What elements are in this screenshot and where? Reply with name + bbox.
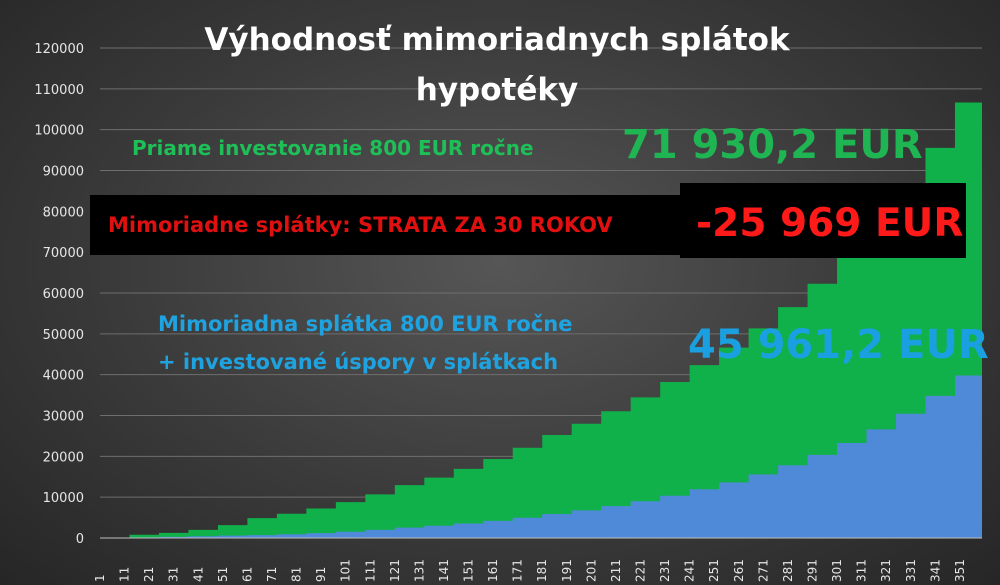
x-tick-label: 331 (904, 559, 918, 582)
x-tick-label: 301 (830, 559, 844, 582)
gridlines (100, 47, 982, 498)
x-tick-label: 341 (928, 559, 942, 582)
x-tick-label: 41 (191, 567, 205, 582)
x-tick-label: 171 (511, 559, 525, 582)
x-tick-label: 191 (560, 559, 574, 582)
y-tick-label: 10000 (43, 491, 84, 506)
x-tick-label: 181 (535, 559, 549, 582)
x-tick-label: 101 (339, 559, 353, 582)
x-tick-label: 311 (855, 559, 869, 582)
y-tick-label: 0 (76, 532, 84, 547)
x-tick-label: 91 (314, 567, 328, 582)
x-tick-label: 161 (486, 559, 500, 582)
red-banner-background (90, 195, 690, 255)
y-tick-label: 50000 (43, 328, 84, 343)
y-tick-label: 80000 (43, 205, 84, 220)
x-tick-label: 31 (167, 567, 181, 582)
x-tick-label: 281 (781, 559, 795, 582)
x-tick-label: 131 (412, 559, 426, 582)
x-tick-label: 261 (732, 559, 746, 582)
x-tick-label: 201 (584, 559, 598, 582)
x-tick-label: 351 (953, 559, 967, 582)
x-tick-label: 1 (93, 574, 107, 582)
x-tick-label: 61 (240, 567, 254, 582)
green-annotation-value: 71 930,2 EUR (622, 122, 923, 168)
x-tick-label: 231 (658, 559, 672, 582)
red-annotation-label: Mimoriadne splátky: STRATA ZA 30 ROKOV (108, 213, 613, 237)
chart-title-line2: hypotéky (416, 72, 578, 108)
x-tick-label: 51 (216, 567, 230, 582)
area-series (100, 56, 982, 539)
x-tick-label: 251 (707, 559, 721, 582)
blue-area-series (100, 354, 982, 538)
blue-annotation-label-line1: Mimoriadna splátka 800 EUR ročne (158, 312, 572, 336)
y-tick-label: 60000 (43, 287, 84, 302)
x-tick-label: 121 (388, 559, 402, 582)
chart-title-line1: Výhodnosť mimoriadnych splátok (204, 22, 791, 58)
y-tick-label: 20000 (43, 450, 84, 465)
blue-annotation-value: 45 961,2 EUR (688, 322, 989, 368)
y-tick-label: 70000 (43, 246, 84, 261)
x-tick-label: 221 (634, 559, 648, 582)
x-tick-label: 151 (462, 559, 476, 582)
x-tick-label: 111 (363, 559, 377, 582)
y-tick-label: 100000 (34, 124, 84, 139)
red-annotation-value: -25 969 EUR (696, 201, 963, 246)
x-tick-label: 241 (683, 559, 697, 582)
y-tick-label: 120000 (34, 42, 84, 57)
x-tick-label: 71 (265, 567, 279, 582)
green-area-series (100, 56, 982, 539)
y-tick-label: 30000 (43, 410, 84, 425)
y-tick-label: 40000 (43, 369, 84, 384)
x-tick-label: 21 (142, 567, 156, 582)
y-tick-label: 90000 (43, 165, 84, 180)
x-tick-label: 11 (118, 567, 132, 582)
y-axis-tick-labels: 0 10000 20000 30000 40000 50000 60000 70000 8000… (34, 42, 84, 547)
x-tick-label: 141 (437, 559, 451, 582)
green-annotation-label: Priame investovanie 800 EUR ročne (132, 136, 534, 160)
x-tick-label: 291 (805, 559, 819, 582)
x-tick-label: 81 (290, 567, 304, 582)
x-axis-tick-labels: 1 11 21 31 41 51 61 71 81 91 101 111 121 131 141 151 161… (93, 559, 967, 582)
x-tick-label: 211 (609, 559, 623, 582)
red-value-background (680, 183, 966, 258)
x-tick-label: 321 (879, 559, 893, 582)
y-tick-label: 110000 (34, 83, 84, 98)
x-tick-label: 271 (756, 559, 770, 582)
blue-annotation-label-line2: + investované úspory v splátkach (158, 350, 558, 374)
